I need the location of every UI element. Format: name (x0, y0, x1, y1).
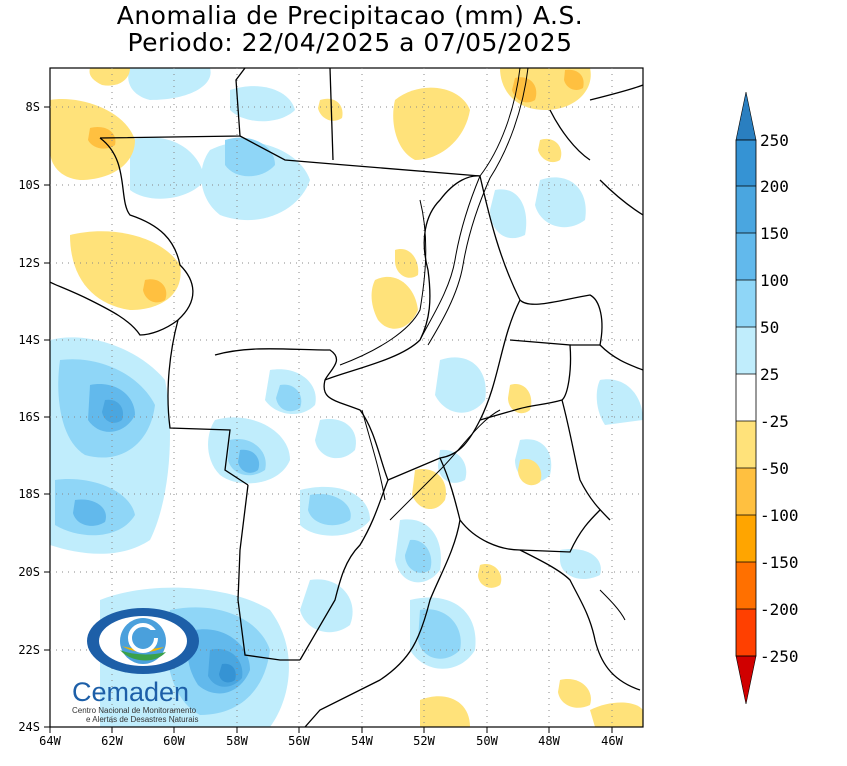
x-tick-label: 60W (163, 734, 185, 748)
y-tick-label: 18S (18, 487, 40, 501)
logo-line2: e Alertas de Desastres Naturais (86, 715, 199, 724)
x-tick-label: 48W (538, 734, 560, 748)
y-tick-label: 16S (18, 410, 40, 424)
x-axis-labels: 64W 62W 60W 58W 56W 54W 52W 50W 48W 46W (39, 734, 623, 748)
y-tick-label: 12S (18, 256, 40, 270)
x-tick-label: 54W (351, 734, 373, 748)
x-tick-label: 46W (601, 734, 623, 748)
map-subtitle: Periodo: 22/04/2025 a 07/05/2025 (127, 28, 573, 57)
y-tick-label: 24S (18, 720, 40, 734)
map-title: Anomalia de Precipitacao (mm) A.S. (116, 1, 584, 30)
logo-yellow-arc (122, 646, 164, 653)
x-tick-label: 50W (476, 734, 498, 748)
legend-label: -150 (760, 553, 799, 572)
cemaden-logo: Cemaden Centro Nacional de Monitoramento… (72, 608, 199, 724)
y-tick-label: 22S (18, 643, 40, 657)
legend-label: 100 (760, 271, 789, 290)
y-tick-label: 14S (18, 333, 40, 347)
x-tick-label: 56W (288, 734, 310, 748)
precipitation-map: 64W 62W 60W 58W 56W 54W 52W 50W 48W 46W … (18, 67, 644, 748)
legend-label: 50 (760, 318, 779, 337)
map-frame (49, 67, 644, 728)
x-tick-label: 58W (226, 734, 248, 748)
legend-label: 150 (760, 224, 789, 243)
logo-name: Cemaden (72, 677, 189, 707)
x-tick-label: 52W (413, 734, 435, 748)
legend-label: 200 (760, 177, 789, 196)
legend-label: 25 (760, 365, 779, 384)
y-tick-label: 10S (18, 178, 40, 192)
y-tick-label: 8S (26, 100, 40, 114)
legend-label: 250 (760, 131, 789, 150)
logo-green-arc (120, 650, 166, 661)
legend-label: -200 (760, 600, 799, 619)
legend-bar (735, 91, 757, 705)
x-tick-label: 64W (39, 734, 61, 748)
rivers (339, 68, 626, 621)
state-borders (50, 68, 643, 727)
legend-label: -50 (760, 459, 789, 478)
tick-marks (44, 106, 613, 733)
x-tick-label: 62W (101, 734, 123, 748)
legend-label: -100 (760, 506, 799, 525)
logo-line1: Centro Nacional de Monitoramento (72, 706, 197, 715)
y-axis-labels: 8S 10S 12S 14S 16S 18S 20S 22S 24S (18, 100, 40, 734)
legend-label: -25 (760, 412, 789, 431)
legend-labels: 250 200 150 100 50 25 -25 -50 -100 -150 … (760, 131, 799, 666)
y-tick-label: 20S (18, 565, 40, 579)
legend-label: -250 (760, 647, 799, 666)
logo-c-gap (147, 630, 161, 638)
